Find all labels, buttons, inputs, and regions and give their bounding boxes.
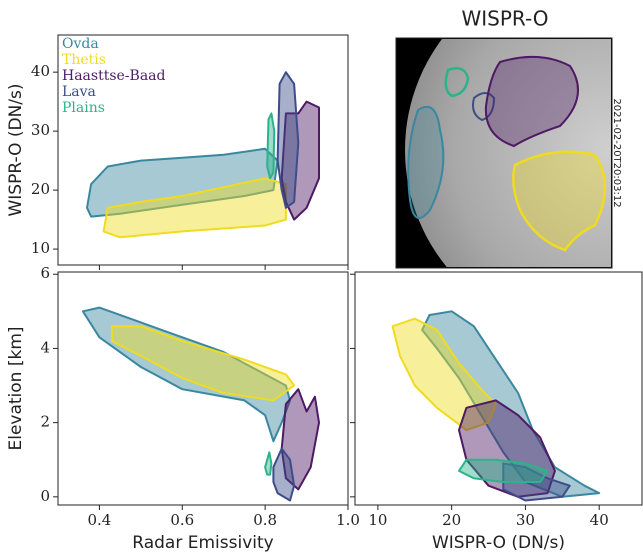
x-tick-label: 10 xyxy=(368,511,387,529)
y-tick-label: 20 xyxy=(31,180,50,198)
x-axis-label: Radar Emissivity xyxy=(132,533,273,553)
density-contour xyxy=(267,113,274,178)
y-tick-label: 10 xyxy=(31,239,50,257)
x-tick-label: 1.0 xyxy=(336,511,360,529)
x-tick-label: 0.4 xyxy=(87,511,111,529)
x-tick-label: 40 xyxy=(590,511,609,529)
legend-entry: Lava xyxy=(62,84,96,100)
image-timestamp: 2021-02-20T20:03:12 xyxy=(611,98,622,207)
x-axis-label: WISPR-O (DN/s) xyxy=(432,533,565,553)
y-tick-label: 30 xyxy=(31,121,50,139)
y-tick-label: 40 xyxy=(31,62,50,80)
x-tick-label: 20 xyxy=(442,511,461,529)
density-contour xyxy=(278,72,299,208)
legend-entry: Haasttse-Baad xyxy=(62,68,166,84)
legend-entry: Ovda xyxy=(62,36,99,52)
legend-entry: Thetis xyxy=(62,52,106,68)
legend-entry: Plains xyxy=(62,100,105,116)
figure: WISPR-O 2021-02-20T20:03:12 10203040WISP… xyxy=(0,0,643,554)
y-tick-label: 0 xyxy=(40,487,50,505)
y-tick-label: 6 xyxy=(40,264,50,282)
x-tick-label: 30 xyxy=(516,511,535,529)
y-axis-label: Elevation [km] xyxy=(6,326,26,450)
y-tick-label: 2 xyxy=(40,413,50,431)
y-tick-label: 4 xyxy=(40,338,50,356)
y-axis-label: WISPR-O (DN/s) xyxy=(6,83,26,216)
x-tick-label: 0.6 xyxy=(170,511,194,529)
x-tick-label: 0.8 xyxy=(253,511,277,529)
image-title: WISPR-O xyxy=(461,7,548,31)
